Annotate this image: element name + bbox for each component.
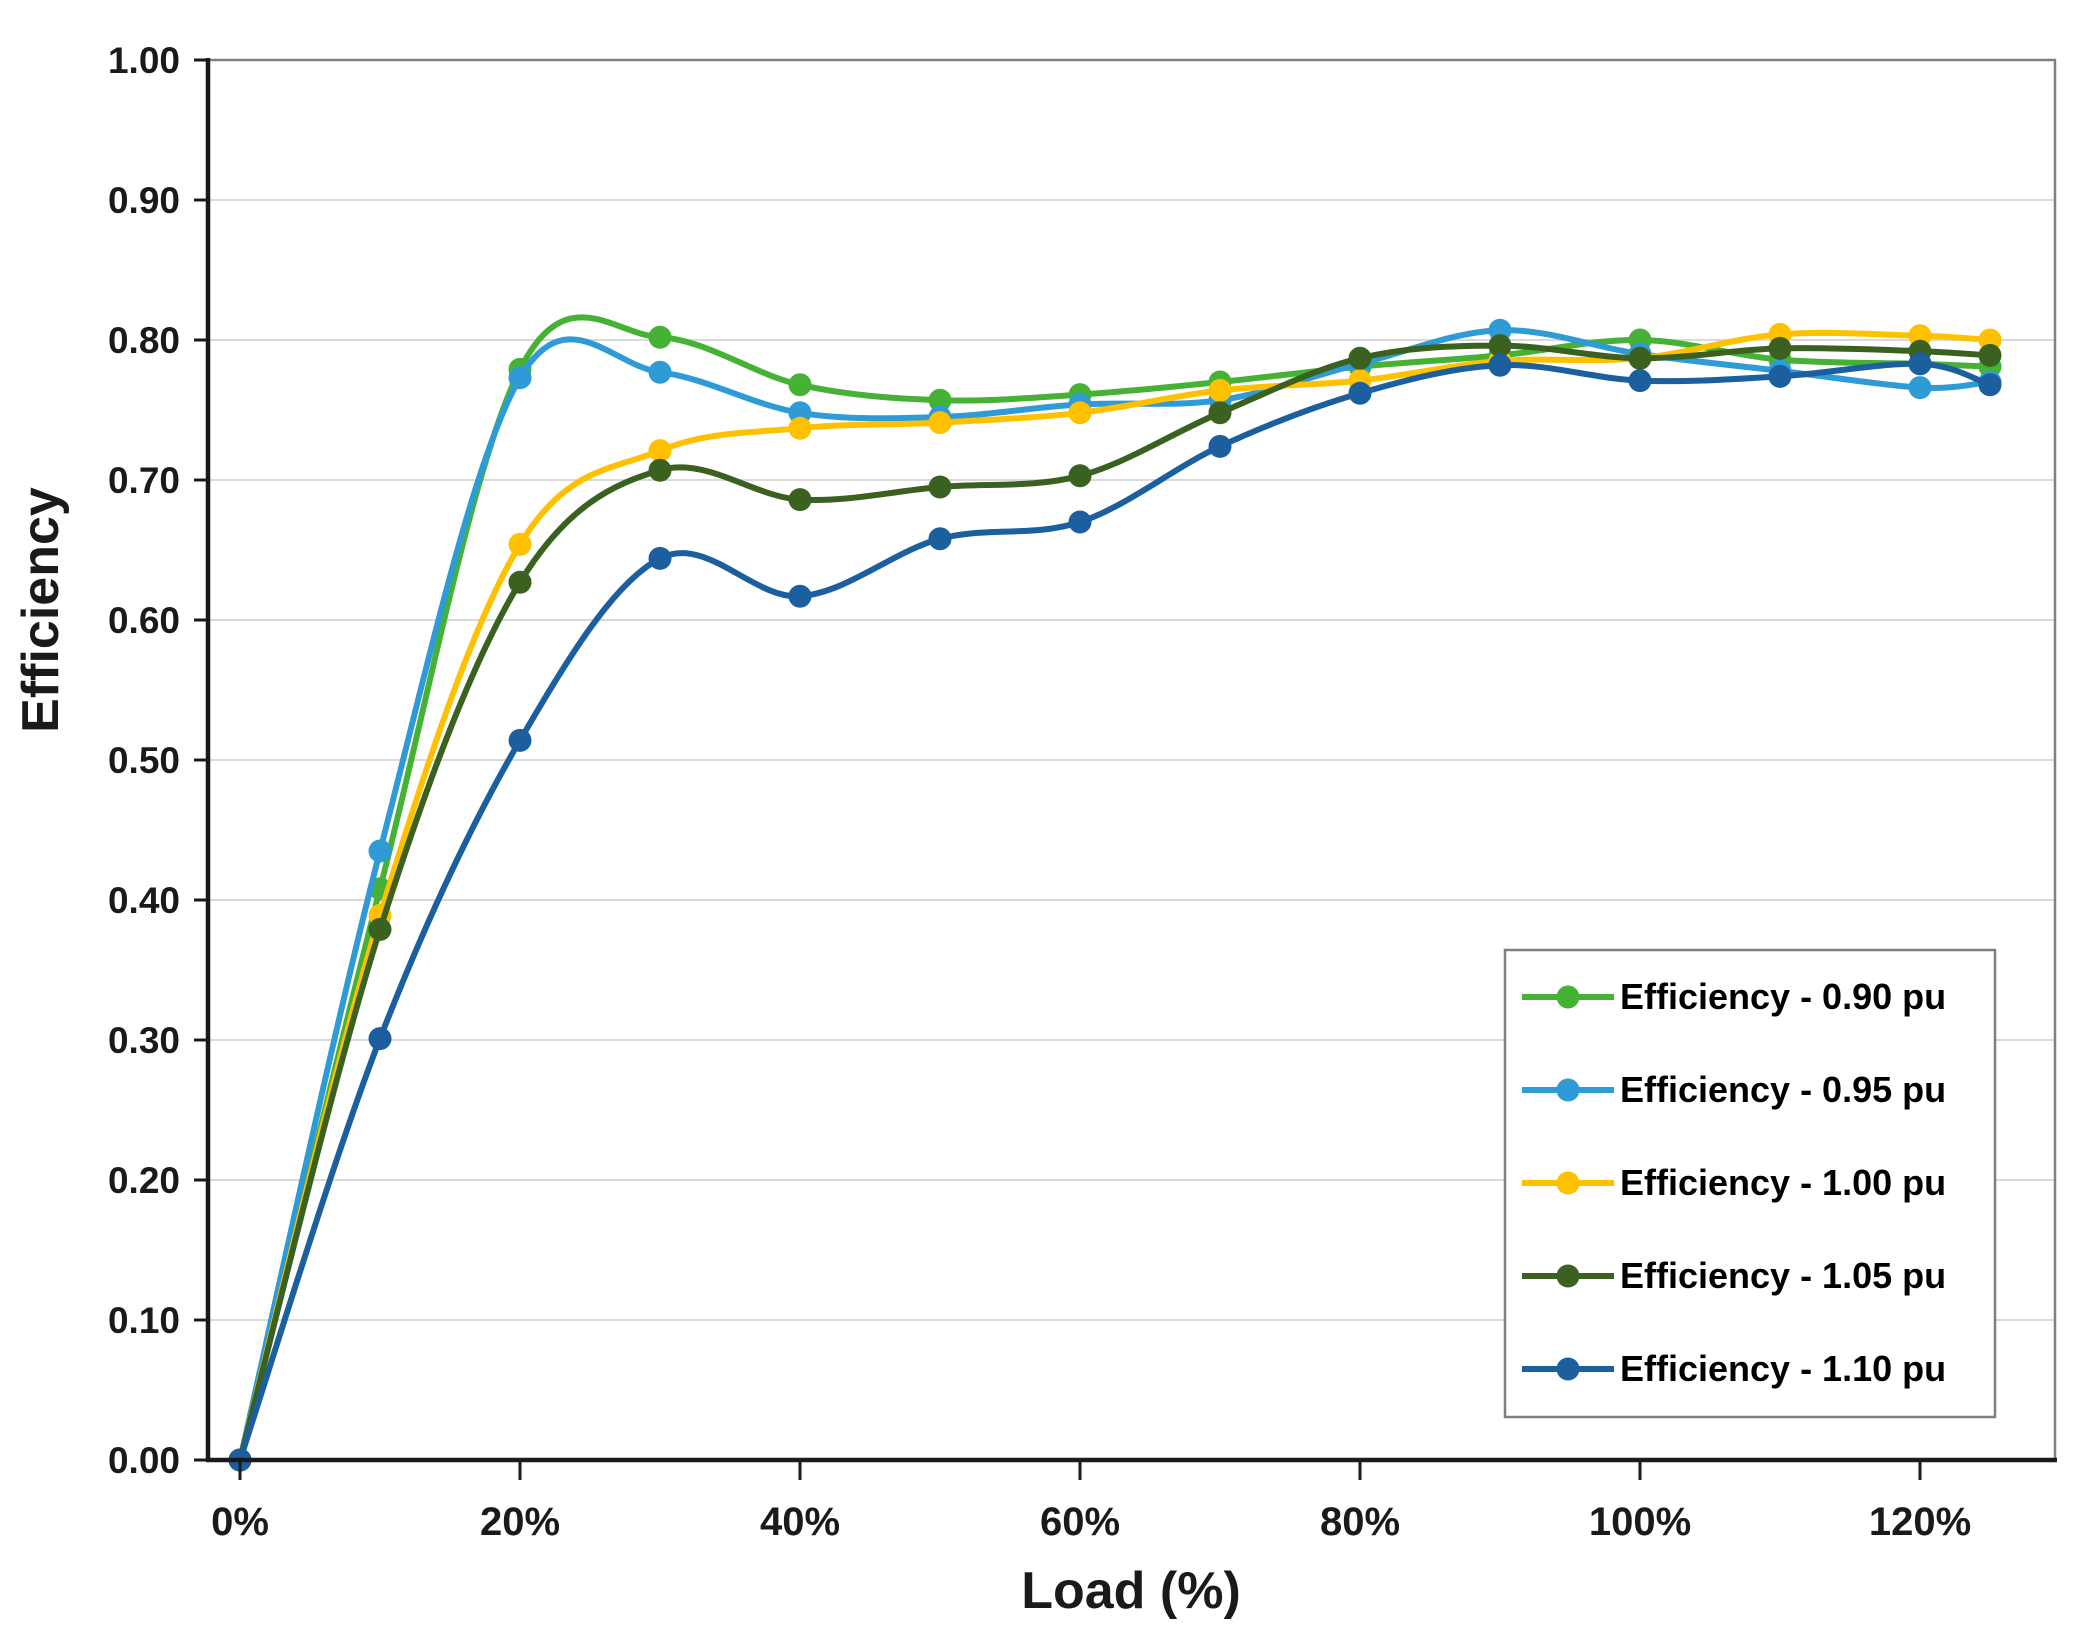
legend-marker [1556, 1264, 1580, 1288]
x-tick-label: 60% [1040, 1500, 1120, 1544]
data-point-marker [368, 917, 392, 941]
legend-marker [1556, 1078, 1580, 1102]
x-tick-label: 100% [1589, 1500, 1691, 1544]
legend-label: Efficiency - 1.10 pu [1620, 1348, 1946, 1389]
data-point-marker [788, 584, 812, 608]
y-tick-label: 0.80 [108, 320, 180, 361]
data-point-marker [1628, 369, 1652, 393]
data-point-marker [928, 475, 952, 499]
data-point-marker [648, 546, 672, 570]
data-point-marker [1208, 401, 1232, 425]
series-line [237, 314, 1993, 1463]
series-1.10 [228, 352, 2002, 1472]
x-tick-label: 20% [480, 1500, 560, 1544]
data-point-marker [648, 458, 672, 482]
x-tick-label: 120% [1869, 1500, 1971, 1544]
series-lines [228, 314, 2002, 1472]
data-point-marker [1768, 364, 1792, 388]
data-point-marker [508, 366, 532, 390]
data-point-marker [928, 411, 952, 435]
data-point-marker [368, 1027, 392, 1051]
y-tick-label: 0.70 [108, 460, 180, 501]
data-point-marker [1348, 381, 1372, 405]
y-axis-tick-labels: 0.00 0.10 0.20 0.30 0.40 0.50 0.60 0.70 0.80 0.90… [108, 40, 180, 1481]
legend-marker [1556, 985, 1580, 1009]
data-point-marker [648, 439, 672, 463]
y-tick-label: 0.20 [108, 1160, 180, 1201]
data-point-marker [508, 728, 532, 752]
legend-label: Efficiency - 1.05 pu [1620, 1255, 1946, 1296]
data-point-marker [1978, 373, 2002, 397]
data-point-marker [1488, 334, 1512, 358]
data-point-marker [1628, 346, 1652, 370]
legend-item: Efficiency - 1.05 pu [1522, 1255, 1946, 1296]
data-point-marker [508, 570, 532, 594]
data-point-marker [928, 388, 952, 412]
x-tick-label: 80% [1320, 1500, 1400, 1544]
data-point-marker [928, 527, 952, 551]
data-point-marker [1068, 510, 1092, 534]
data-point-marker [1068, 464, 1092, 488]
data-point-marker [1348, 346, 1372, 370]
y-tick-label: 0.40 [108, 880, 180, 921]
data-point-marker [788, 416, 812, 440]
data-point-marker [1208, 434, 1232, 458]
legend-label: Efficiency - 0.90 pu [1620, 976, 1946, 1017]
y-tick-label: 0.50 [108, 740, 180, 781]
data-point-marker [1908, 352, 1932, 376]
data-point-marker [368, 839, 392, 863]
legend-marker [1556, 1171, 1580, 1195]
legend-label: Efficiency - 0.95 pu [1620, 1069, 1946, 1110]
data-point-marker [1488, 353, 1512, 377]
y-tick-label: 0.30 [108, 1020, 180, 1061]
y-tick-label: 0.00 [108, 1440, 180, 1481]
x-tick-label: 40% [760, 1500, 840, 1544]
x-tick-label: 0% [211, 1500, 269, 1544]
legend: Efficiency - 0.90 pu Efficiency - 0.95 pu… [1503, 948, 1997, 1419]
x-axis-tick-labels: 0% 20% 40% 60% 80% 100% 120% [211, 1500, 1971, 1544]
data-point-marker [788, 488, 812, 512]
axis-ticks [194, 58, 1922, 1480]
data-point-marker [1908, 376, 1932, 400]
y-tick-label: 0.90 [108, 180, 180, 221]
data-point-marker [508, 532, 532, 556]
data-point-marker [1068, 401, 1092, 425]
y-tick-label: 1.00 [108, 40, 180, 81]
legend-item: Efficiency - 0.95 pu [1522, 1069, 1946, 1110]
legend-item: Efficiency - 1.10 pu [1522, 1348, 1946, 1389]
y-tick-label: 0.10 [108, 1300, 180, 1341]
data-point-marker [1768, 336, 1792, 360]
data-point-marker [648, 325, 672, 349]
data-point-marker [788, 373, 812, 397]
series-line [237, 329, 1993, 1463]
legend-item: Efficiency - 1.00 pu [1522, 1162, 1946, 1203]
x-axis-title: Load (%) [1021, 1562, 1241, 1620]
y-axis-title: Efficiency [12, 487, 70, 733]
data-point-marker [1978, 343, 2002, 367]
y-tick-label: 0.60 [108, 600, 180, 641]
legend-label: Efficiency - 1.00 pu [1620, 1162, 1946, 1203]
series-line [237, 360, 1993, 1463]
data-point-marker [648, 360, 672, 384]
legend-item: Efficiency - 0.90 pu [1522, 976, 1946, 1017]
series-line [237, 342, 1993, 1463]
data-point-marker [1208, 378, 1232, 402]
legend-marker [1556, 1357, 1580, 1381]
